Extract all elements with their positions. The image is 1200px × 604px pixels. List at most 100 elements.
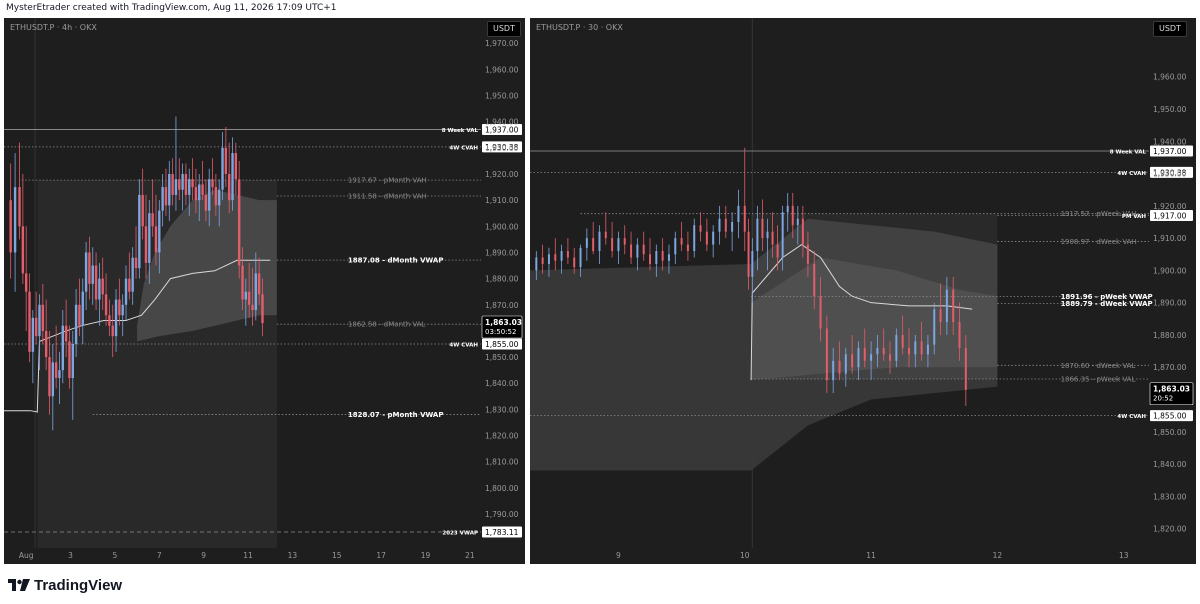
candle-body-left-35: [128, 278, 131, 292]
footer: TradingView: [8, 576, 122, 594]
candle-body-left-52: [184, 174, 188, 195]
x-tick-label-left-9: 19: [421, 551, 431, 560]
candle-body-left-37: [134, 257, 138, 269]
currency-badge-30m[interactable]: USDT: [1153, 21, 1187, 37]
candle-body-right-26: [699, 225, 702, 232]
currency-badge-4h[interactable]: USDT: [487, 21, 521, 37]
candle-body-left-28: [104, 294, 108, 316]
candle-body-left-5: [28, 291, 31, 352]
candle-body-left-18: [71, 344, 74, 378]
candle-body-right-9: [592, 238, 595, 252]
candle-body-right-36: [756, 218, 759, 252]
candle-body-right-6: [573, 257, 576, 268]
candle-body-left-74: [257, 273, 261, 295]
x-tick-label-left-10: 21: [465, 551, 475, 560]
candle-body-left-24: [91, 265, 94, 284]
candle-body-right-4: [560, 251, 563, 261]
y-tick-label-right-10: 1,920.00: [1153, 202, 1187, 211]
y-tick-label-left-6: 1,850.00: [485, 353, 519, 362]
level-value-box-right-0: [1150, 145, 1193, 157]
candle-body-left-27: [101, 278, 104, 295]
level-label-left-5: 1862.58 - dMonth VAL: [348, 321, 426, 329]
last-price-value-right: 1,863.03: [1153, 385, 1190, 394]
level-label-left-3: 1911.58 - dMonth VAH: [348, 193, 427, 201]
candle-body-right-58: [882, 347, 885, 355]
candle-body-right-2: [547, 254, 550, 264]
last-price-box-left: [481, 315, 523, 339]
candle-body-left-49: [174, 179, 178, 195]
candle-body-left-13: [54, 362, 58, 378]
candle-body-left-68: [237, 179, 241, 266]
candle-body-right-43: [791, 205, 794, 226]
candle-body-left-39: [141, 194, 144, 227]
candle-body-right-39: [771, 231, 774, 245]
y-tick-label-right-2: 1,840.00: [1153, 460, 1187, 469]
tradingview-brand: TradingView: [34, 576, 123, 594]
candle-body-left-3: [21, 226, 25, 274]
candle-body-right-65: [926, 344, 929, 355]
candle-body-left-25: [94, 265, 98, 300]
candle-body-right-70: [958, 322, 961, 348]
candle-body-right-52: [844, 354, 847, 374]
candle-body-left-65: [227, 174, 231, 201]
level-name-left-1: 4W CVAH: [449, 145, 478, 151]
level-label-right-7: 1870.60 - dWeek VAL: [1061, 362, 1136, 370]
candle-body-left-45: [161, 187, 164, 211]
chart-panel-4h[interactable]: 8 Week VAL 1,937.00 4W CVAH 1,930.38 1917.67…: [4, 18, 525, 564]
y-tick-label-right-11: 1,930.00: [1153, 170, 1187, 179]
level-label-left-7: 1828.07 - pMonth VWAP: [348, 411, 444, 419]
y-tick-label-right-9: 1,910.00: [1153, 234, 1187, 243]
candle-body-left-47: [168, 174, 171, 206]
candle-body-left-31: [114, 299, 118, 337]
candle-body-right-13: [617, 238, 620, 252]
candle-body-left-71: [247, 291, 251, 305]
candle-body-right-59: [889, 354, 892, 361]
candle-body-right-3: [554, 254, 557, 261]
candle-body-right-33: [743, 205, 746, 232]
candle-body-right-44: [796, 218, 799, 226]
candle-body-left-50: [178, 179, 181, 190]
candle-body-right-15: [630, 244, 633, 258]
candle-body-right-7: [579, 247, 582, 268]
candle-body-left-20: [78, 304, 81, 326]
candle-body-left-48: [171, 174, 174, 195]
level-value-left-6: 1,855.00: [485, 340, 519, 349]
candle-body-right-38: [766, 231, 769, 239]
candle-body-right-8: [585, 238, 588, 248]
x-tick-label-left-2: 5: [113, 551, 118, 560]
candle-body-left-6: [31, 317, 35, 352]
candle-body-left-11: [48, 357, 51, 397]
chart-svg-30m[interactable]: 8 Week VAL 1,937.00 4W CVAH 1,930.38 1917.57…: [530, 18, 1196, 564]
candle-body-right-62: [907, 347, 910, 355]
candle-body-right-67: [939, 309, 942, 323]
x-tick-label-right-1: 10: [740, 551, 750, 560]
chart-svg-4h[interactable]: 8 Week VAL 1,937.00 4W CVAH 1,930.38 1917.67…: [4, 18, 525, 564]
candle-body-right-41: [781, 212, 784, 258]
candle-body-right-60: [895, 334, 898, 361]
chart-panel-30m[interactable]: 8 Week VAL 1,937.00 4W CVAH 1,930.38 1917.57…: [530, 18, 1196, 564]
candle-body-left-66: [231, 153, 234, 201]
candle-body-left-42: [151, 213, 154, 227]
candle-body-left-59: [208, 179, 211, 211]
candle-body-left-73: [254, 273, 258, 310]
y-tick-label-left-10: 1,890.00: [485, 248, 519, 257]
countdown-timer-left: 03:50:52: [485, 328, 516, 336]
x-tick-label-right-2: 11: [866, 551, 876, 560]
candle-body-left-32: [118, 299, 121, 316]
y-tick-label-right-13: 1,950.00: [1153, 105, 1187, 114]
x-tick-label-right-3: 12: [993, 551, 1003, 560]
candle-body-right-32: [737, 205, 740, 222]
y-tick-label-left-9: 1,880.00: [485, 275, 519, 284]
level-value-box-right-9: [1150, 410, 1193, 422]
level-label-right-4: 1908.97 - dWeek VAH: [1061, 238, 1137, 246]
candle-body-right-34: [747, 231, 750, 277]
candle-body-right-12: [611, 238, 614, 252]
level-value-right-3: 1,917.00: [1153, 212, 1187, 221]
candle-body-left-36: [131, 257, 134, 292]
candle-body-right-55: [863, 347, 866, 361]
x-tick-label-left-6: 13: [288, 551, 298, 560]
x-tick-label-left-3: 7: [157, 551, 162, 560]
y-tick-label-left-3: 1,820.00: [485, 432, 519, 441]
value-area-band-left-0: [137, 189, 277, 342]
level-value-box-right-3: [1150, 210, 1193, 222]
